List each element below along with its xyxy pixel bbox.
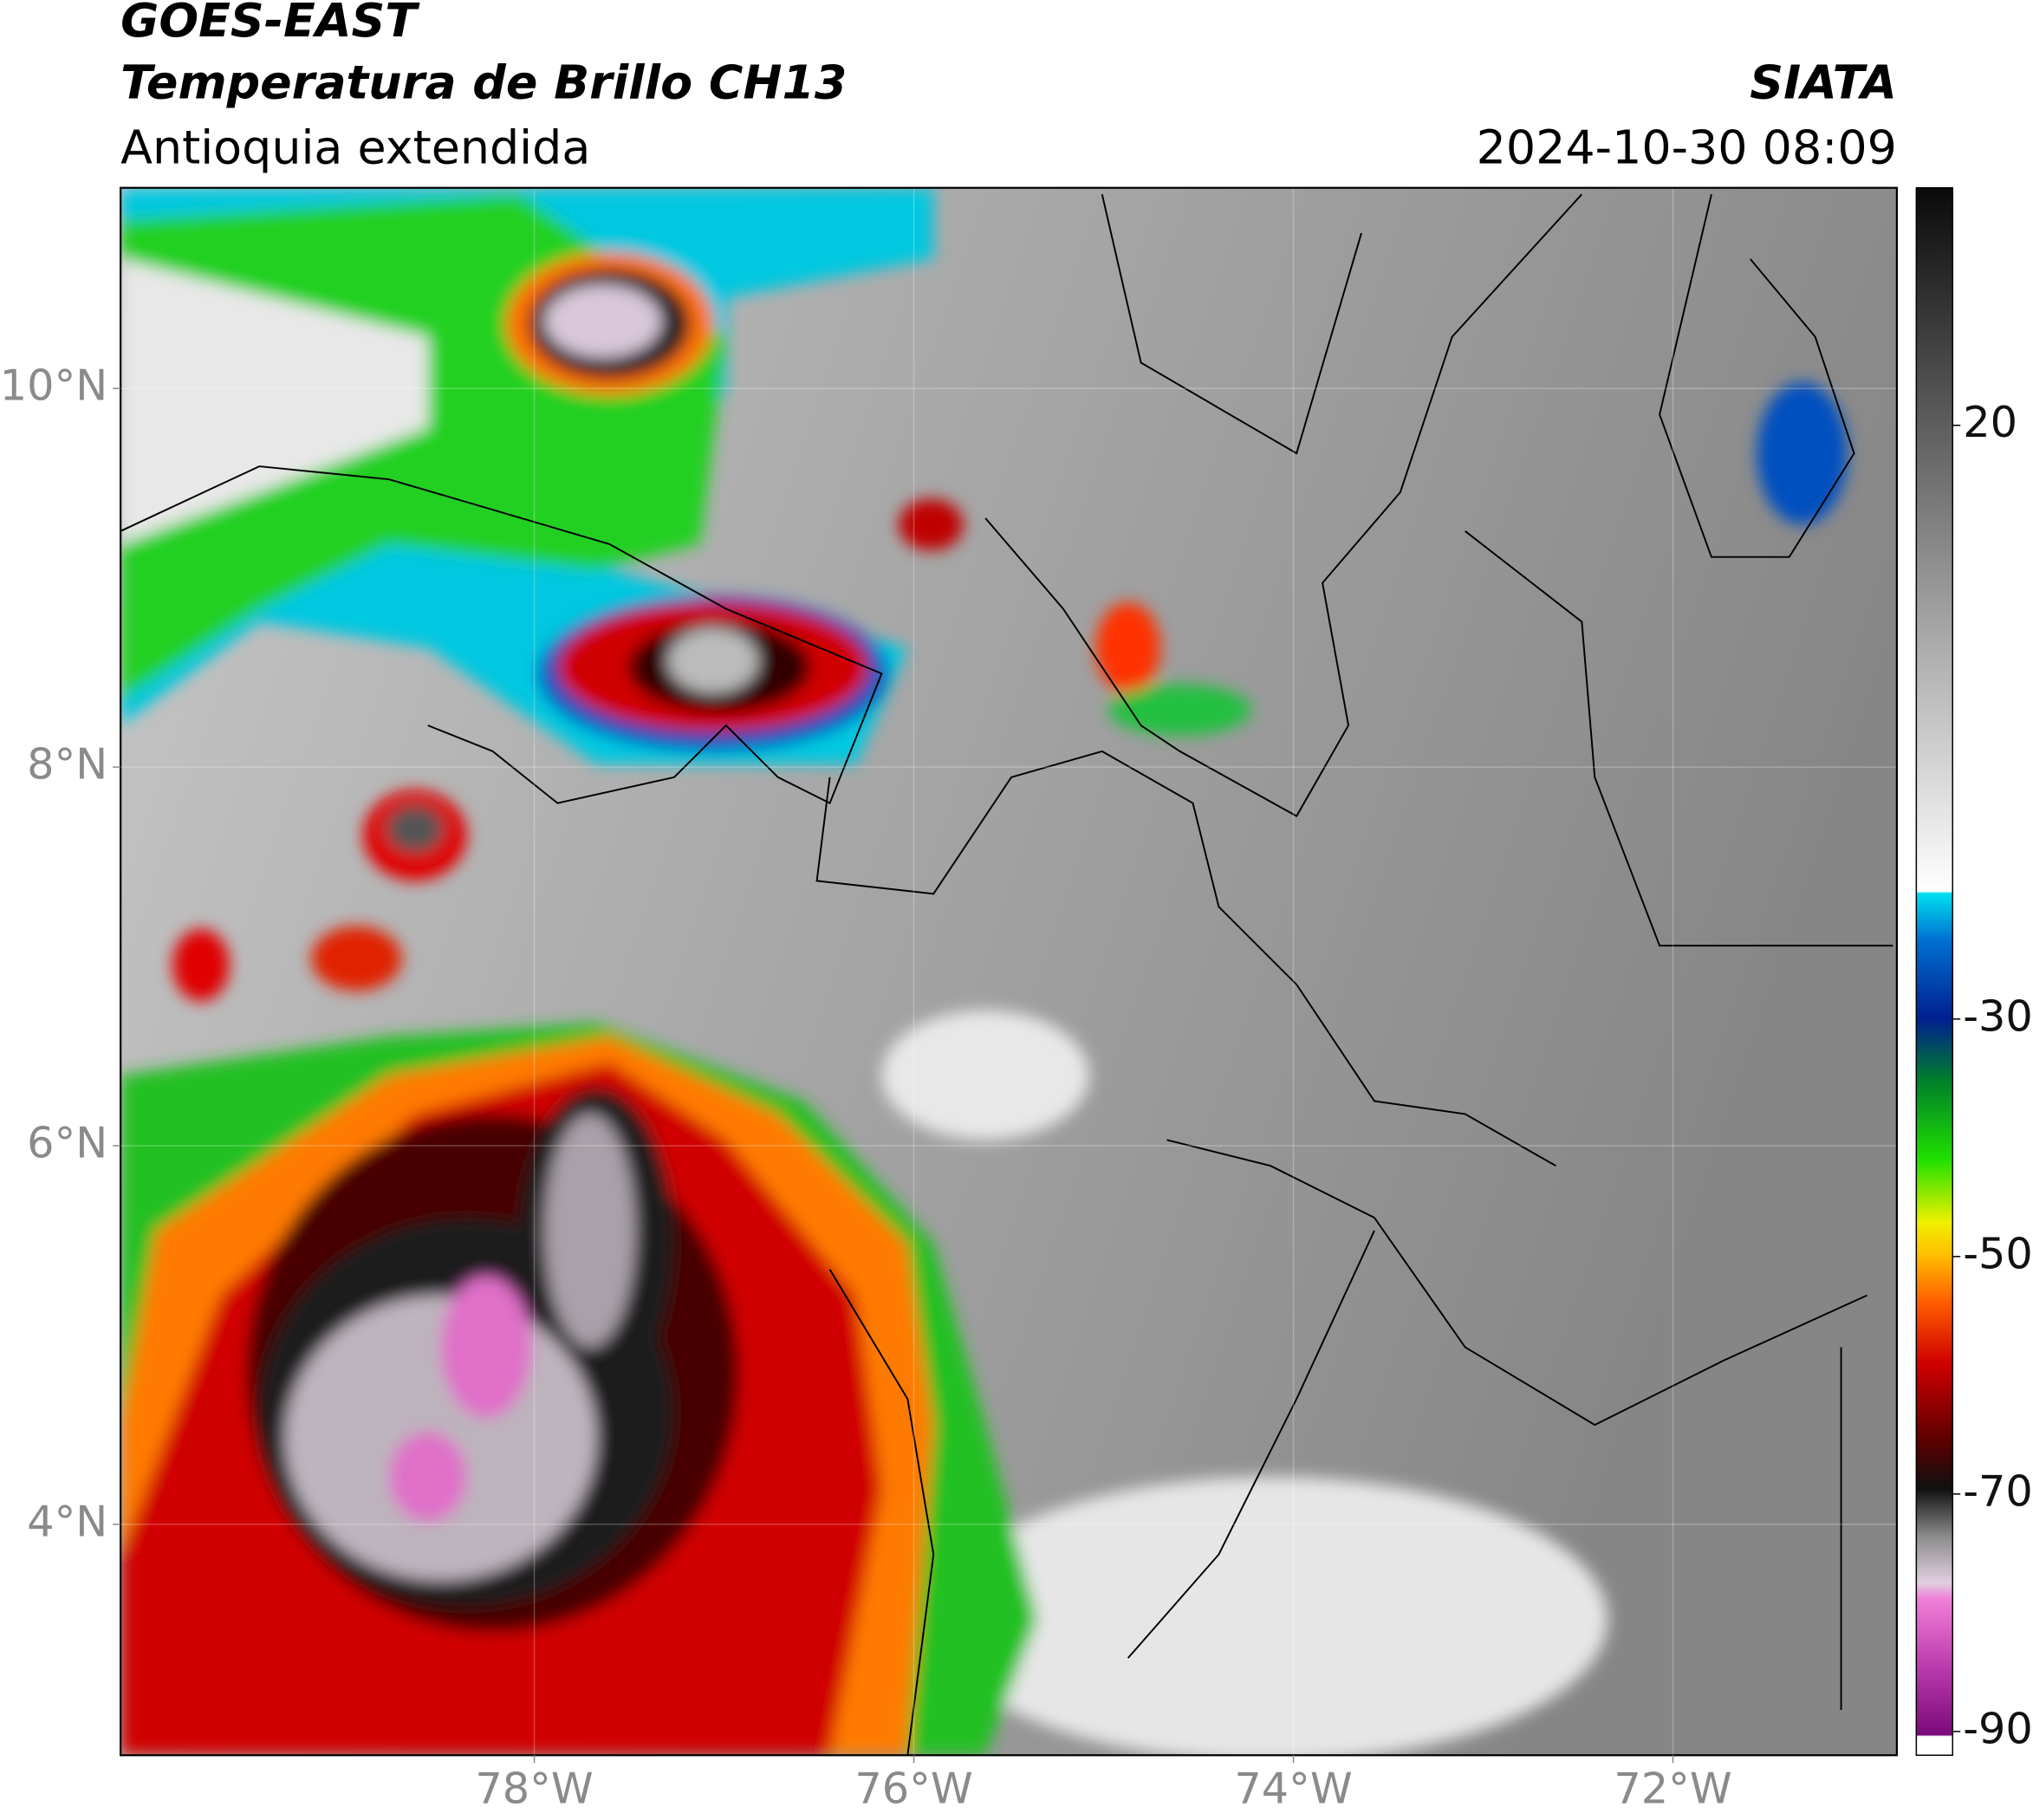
title: GOES-EAST xyxy=(120,0,420,48)
colorbar-tick-label: -90 xyxy=(1963,1703,2033,1753)
colorbar-tick-label: -70 xyxy=(1963,1466,2033,1516)
lon-tick-label: 76°W xyxy=(854,1764,972,1814)
region: Antioquia extendida xyxy=(120,120,590,174)
map-frame xyxy=(120,186,1899,1757)
lon-tick-label: 72°W xyxy=(1614,1764,1731,1814)
colorbar-tick-label: 20 xyxy=(1963,397,2017,447)
subtitle: Temperatura de Brillo CH13 xyxy=(120,55,847,110)
lat-tick-label: 4°N xyxy=(27,1496,107,1546)
lon-tick-label: 74°W xyxy=(1234,1764,1352,1814)
datetime: 2024-10-30 08:09 xyxy=(1477,120,1897,174)
graticule xyxy=(120,187,1897,1756)
colorbar-tick-label: -50 xyxy=(1963,1228,2033,1278)
lat-tick-label: 8°N xyxy=(27,739,107,790)
satellite-image xyxy=(120,187,1897,1756)
ticks: 10°N 8°N 6°N 4°N 78°W 76°W 74°W 72°W 20 -30 -50 -70… xyxy=(0,361,2033,1814)
lon-tick-label: 78°W xyxy=(475,1764,593,1814)
lat-tick-label: 10°N xyxy=(0,361,107,411)
lat-tick-label: 6°N xyxy=(27,1117,107,1167)
colorbar xyxy=(1915,186,1953,1757)
colorbar-tick-label: -30 xyxy=(1963,991,2033,1041)
source: SIATA xyxy=(1750,55,1897,110)
